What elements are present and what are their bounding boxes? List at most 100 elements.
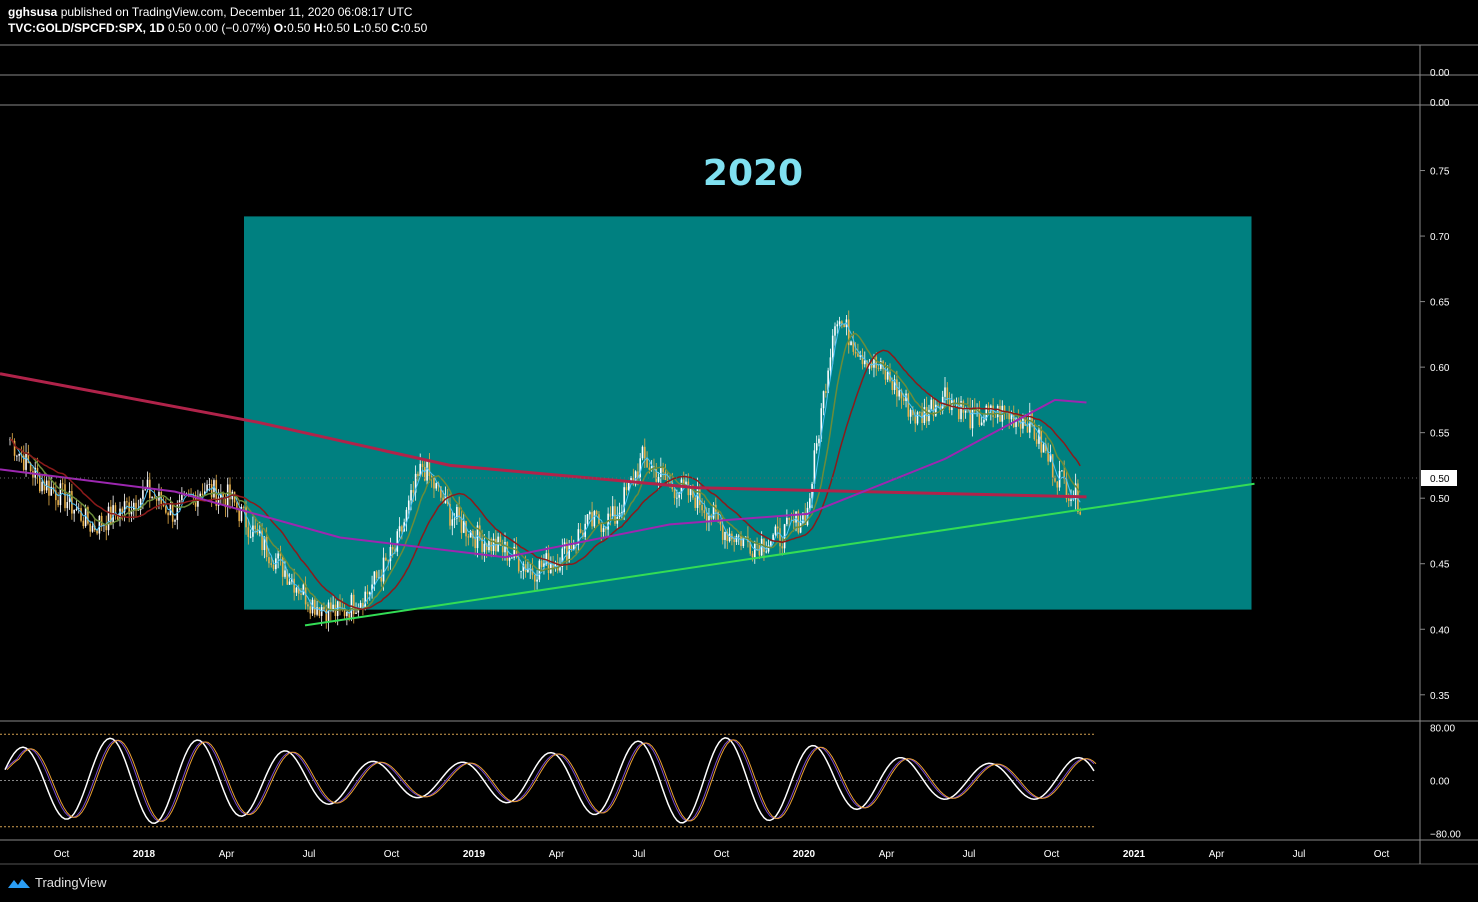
candle-body xyxy=(82,520,85,527)
candle-body xyxy=(151,496,153,499)
candle-body xyxy=(77,508,80,509)
candle-body xyxy=(478,525,481,539)
candle-body xyxy=(792,520,795,523)
candle-body xyxy=(511,557,513,559)
candle-body xyxy=(398,526,401,532)
candle-body xyxy=(373,571,376,585)
candle-body xyxy=(891,381,894,391)
candle-body xyxy=(91,525,94,532)
candle-body xyxy=(799,522,802,533)
osc-tick-label: 0.00 xyxy=(1430,777,1450,788)
candle-body xyxy=(696,488,699,508)
candle-body xyxy=(13,440,16,456)
candle-body xyxy=(121,508,124,513)
candle-body xyxy=(517,557,520,572)
candle-body xyxy=(744,536,747,538)
candle-body xyxy=(863,360,866,365)
candle-body xyxy=(36,467,39,475)
candle-body xyxy=(474,538,477,549)
publish-info: gghsusa published on TradingView.com, De… xyxy=(8,5,412,19)
candle-body xyxy=(107,506,110,531)
candle-body xyxy=(25,452,27,470)
candle-body xyxy=(139,498,142,511)
high-label: H: xyxy=(313,21,327,35)
candle-body xyxy=(685,481,687,485)
candle-body xyxy=(293,578,295,593)
candle-body xyxy=(621,512,623,513)
price-tick-label: 0.75 xyxy=(1430,167,1450,178)
candle-body xyxy=(825,391,827,393)
candle-body xyxy=(213,480,215,498)
candle-body xyxy=(513,546,515,558)
candle-body xyxy=(653,466,655,469)
publisher-name[interactable]: gghsusa xyxy=(8,5,58,19)
candle-body xyxy=(717,511,719,520)
candle-body xyxy=(162,504,165,507)
candle-body xyxy=(1049,454,1052,462)
candle-body xyxy=(174,519,176,522)
candle-body xyxy=(385,557,387,561)
candle-body xyxy=(533,574,536,582)
candle-body xyxy=(1015,418,1017,427)
candle-body xyxy=(203,491,206,496)
ma-long-line[interactable] xyxy=(0,372,1087,499)
candle-body xyxy=(222,492,224,498)
candle-body xyxy=(935,404,937,416)
osc-main-line[interactable] xyxy=(4,737,1095,824)
candle-body xyxy=(465,521,467,537)
support-trendline[interactable] xyxy=(304,482,1255,627)
candle-body xyxy=(884,369,887,380)
candle-body xyxy=(951,399,953,411)
candle-body xyxy=(307,604,309,607)
candle-body xyxy=(34,467,37,478)
candle-body xyxy=(130,510,133,515)
candle-body xyxy=(481,538,483,552)
candle-body xyxy=(701,504,703,511)
candle-body xyxy=(89,523,92,532)
candle-body xyxy=(217,497,220,506)
candle-body xyxy=(323,607,325,610)
osc-slow-line[interactable] xyxy=(4,739,1095,822)
candle-body xyxy=(119,508,121,520)
candle-body xyxy=(930,399,933,410)
candle-body xyxy=(822,391,825,409)
candle-body xyxy=(676,497,678,499)
candle-body xyxy=(786,517,788,525)
candle-body xyxy=(655,468,658,482)
top-pane-label: 0.00 xyxy=(1430,98,1450,109)
candle-body xyxy=(201,493,204,496)
candle-body xyxy=(774,526,777,535)
ma-medium-line[interactable] xyxy=(9,349,1081,611)
candle-body xyxy=(1024,417,1027,426)
candle-body xyxy=(1054,478,1056,482)
symbol-label[interactable]: TVC:GOLD/SPCFD:SPX, 1D xyxy=(8,21,165,35)
candle-body xyxy=(98,515,101,534)
candle-body xyxy=(181,495,183,501)
candle-body xyxy=(414,473,417,493)
annotation-label[interactable]: 2020 xyxy=(703,153,803,194)
candle-body xyxy=(229,484,231,500)
ma-mid-line[interactable] xyxy=(0,398,1087,559)
ma-short-line[interactable] xyxy=(9,332,1081,612)
candle-body xyxy=(451,519,454,526)
high-value: 0.50 xyxy=(326,21,350,35)
candle-body xyxy=(595,511,598,515)
candle-body xyxy=(515,546,518,558)
last-price-badge xyxy=(1421,470,1457,486)
time-tick-label: Jul xyxy=(633,849,646,860)
candle-body xyxy=(61,483,64,485)
candle-body xyxy=(646,458,648,468)
candle-body xyxy=(242,506,245,508)
osc-signal-line[interactable] xyxy=(6,739,1097,822)
candle-body xyxy=(593,511,596,527)
candle-body xyxy=(673,489,676,499)
candle-body xyxy=(827,370,829,393)
candle-body xyxy=(852,341,855,352)
candle-body xyxy=(508,557,511,561)
tradingview-watermark[interactable]: TradingView xyxy=(7,875,107,890)
time-tick-label: 2019 xyxy=(463,849,486,860)
candle-body xyxy=(1012,412,1015,427)
candle-body xyxy=(277,553,279,559)
candle-body xyxy=(501,545,504,553)
